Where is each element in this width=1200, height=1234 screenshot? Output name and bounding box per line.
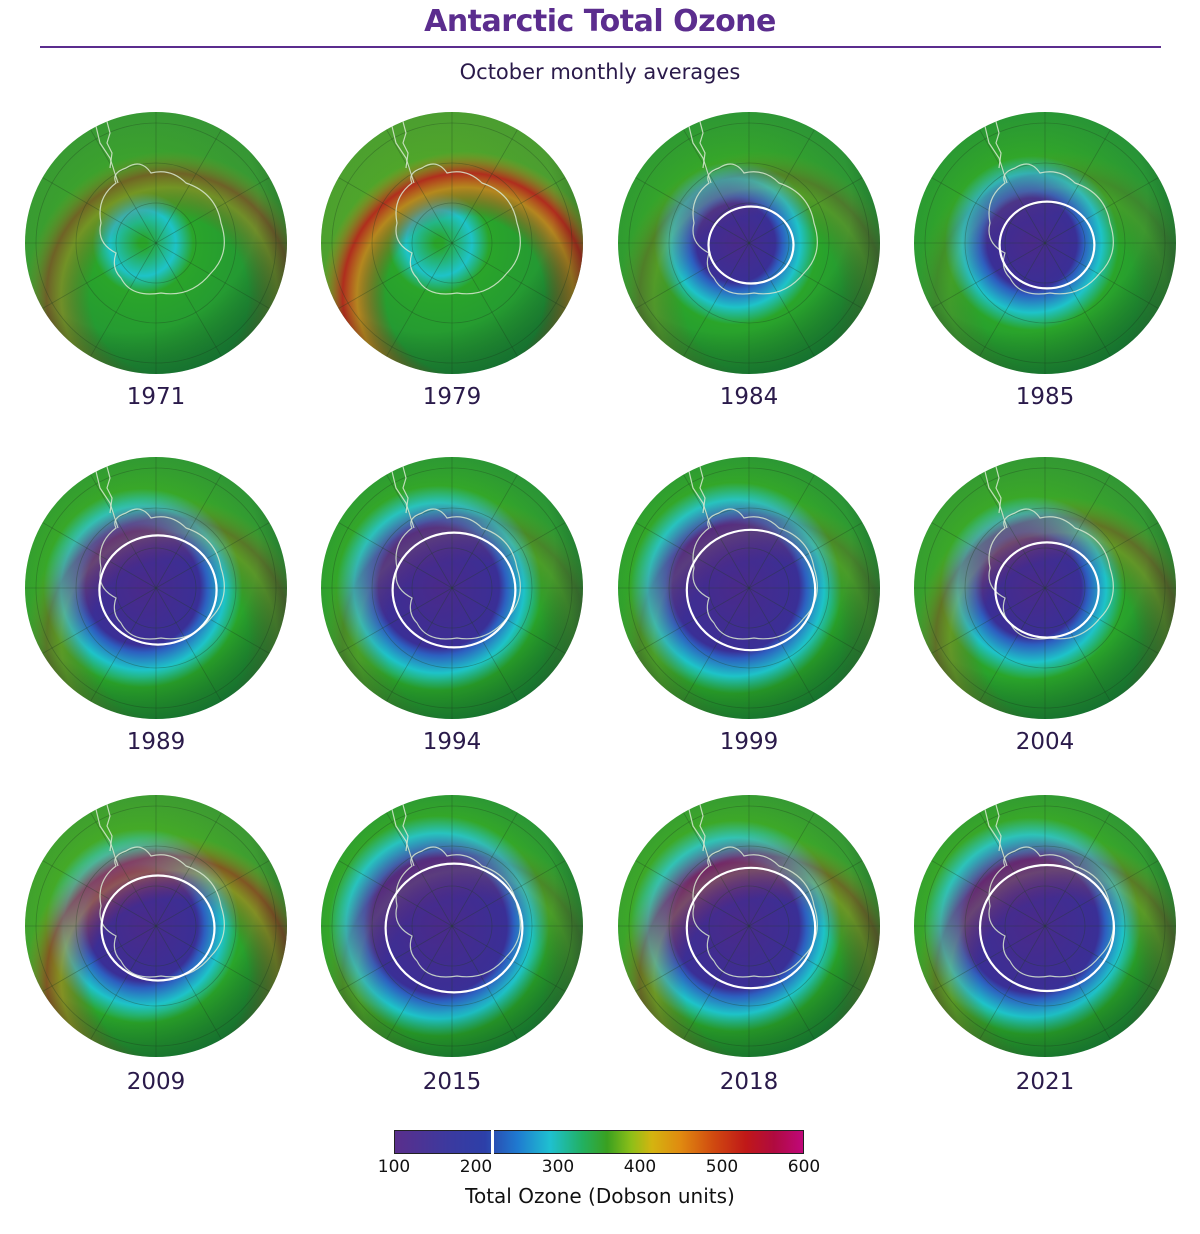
- ozone-globe: [20, 795, 292, 1057]
- colorbar-tick-label: 500: [705, 1157, 739, 1177]
- colorbar-tick-label: 600: [787, 1157, 821, 1177]
- colorbar: [394, 1130, 804, 1154]
- page-subtitle: October monthly averages: [459, 60, 741, 84]
- ozone-globe: [909, 457, 1181, 719]
- colorbar-tick-label: 100: [377, 1157, 411, 1177]
- globe-year-label: 2009: [126, 1069, 186, 1095]
- title-divider: [40, 46, 1161, 48]
- globe-year-label: 2021: [1015, 1069, 1075, 1095]
- colorbar-label: Total Ozone (Dobson units): [465, 1184, 735, 1208]
- ozone-globe: [909, 112, 1181, 374]
- globe-year-label: 1984: [719, 384, 779, 410]
- globe-year-label: 1971: [126, 384, 186, 410]
- globe-year-label: 1989: [126, 729, 186, 755]
- colorbar-tick-label: 400: [623, 1157, 657, 1177]
- globe-year-label: 1994: [422, 729, 482, 755]
- globe-year-label: 1999: [719, 729, 779, 755]
- globe-year-label: 2004: [1015, 729, 1075, 755]
- ozone-globe: [613, 457, 885, 719]
- ozone-globe: [613, 112, 885, 374]
- globe-year-label: 1979: [422, 384, 482, 410]
- ozone-globe: [316, 457, 588, 719]
- ozone-globe: [20, 457, 292, 719]
- ozone-globe: [613, 795, 885, 1057]
- colorbar-tick-label: 300: [541, 1157, 575, 1177]
- page-title: Antarctic Total Ozone: [424, 4, 776, 39]
- ozone-globe: [20, 112, 292, 374]
- ozone-globe: [909, 795, 1181, 1057]
- ozone-globe: [316, 112, 588, 374]
- globe-year-label: 1985: [1015, 384, 1075, 410]
- colorbar-contour-marker: [491, 1130, 495, 1154]
- globe-year-label: 2018: [719, 1069, 779, 1095]
- ozone-globe: [316, 795, 588, 1057]
- colorbar-tick-label: 200: [459, 1157, 493, 1177]
- globe-year-label: 2015: [422, 1069, 482, 1095]
